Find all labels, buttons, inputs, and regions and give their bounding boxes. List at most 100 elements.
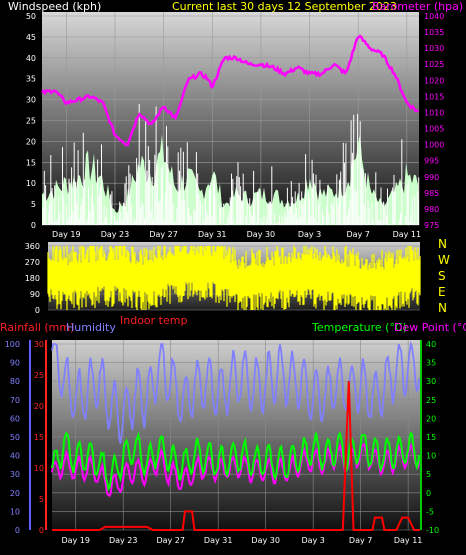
current-title: Current last 30 days 12 September 2023 [172, 0, 397, 13]
temperature-tick-label: -5 [426, 507, 434, 516]
temperature-line [51, 431, 421, 492]
windspeed-series [42, 103, 420, 225]
barometer-ticks: 975 980 985 990 995 1000 1005 1010 1015 1020 1025 1… [424, 12, 444, 230]
x-label: Day 27 [149, 230, 178, 239]
humidity-tick-label: 40 [10, 452, 20, 461]
direction-tick-label: 180 [25, 274, 40, 283]
x-label: Day 3 [298, 230, 321, 239]
windspeed-tick-label: 50 [26, 12, 36, 21]
barometer-title: Barometer (hpa) [372, 0, 463, 13]
x-label: Day 23 [101, 230, 130, 239]
humidity-tick-label: 30 [10, 470, 20, 479]
humidity-line [51, 340, 421, 444]
barometer-tick-label: 1005 [424, 125, 444, 134]
temperature-title: Temperature (°C) [311, 321, 407, 334]
x-label: Day 31 [198, 230, 227, 239]
x-label: Day 30 [247, 230, 276, 239]
compass-label: W [438, 253, 450, 267]
barometer-line [41, 34, 420, 147]
barometer-tick-label: 990 [424, 173, 439, 182]
direction-tick-label: 360 [25, 242, 40, 251]
x-label-bottom: Day 23 [109, 536, 138, 545]
windspeed-tick-label: 45 [26, 33, 36, 42]
x-label-bottom: Day 27 [156, 536, 185, 545]
barometer-tick-label: 1040 [424, 12, 444, 21]
x-label: Day 7 [346, 230, 369, 239]
x-label-bottom: Day 7 [349, 536, 372, 545]
direction-tick-label: 90 [30, 290, 40, 299]
temperature-tick-label: 5 [426, 470, 431, 479]
rainfall-line [52, 381, 420, 531]
barometer-tick-label: 980 [424, 205, 439, 214]
rainfall-tick-label: 15 [34, 433, 44, 442]
windspeed-title: Windspeed (kph) [8, 0, 101, 13]
humidity-tick-label: 100 [5, 340, 20, 349]
humidity-tick-label: 70 [10, 396, 20, 405]
temperature-panel-ticks: 0 10 20 30 40 50 60 70 80 90 100 0 5 10 15 20 25 30 -10 -5 0… [5, 340, 439, 535]
rainfall-tick-label: 25 [34, 371, 44, 380]
compass-label: N [438, 237, 447, 251]
x-label-bottom: Day 30 [251, 536, 280, 545]
x-label: Day 19 [52, 230, 81, 239]
x-axis-labels-bottom: Day 19 Day 23 Day 27 Day 31 Day 30 Day 3 Day 7… [61, 536, 422, 545]
direction-tick-label: 0 [35, 306, 40, 315]
temperature-tick-label: 15 [426, 433, 436, 442]
windspeed-tick-label: 30 [26, 96, 36, 105]
windspeed-tick-label: 10 [26, 179, 36, 188]
x-axis-labels: Day 19 Day 23 Day 27 Day 31 Day 30 Day 3 Day 7… [52, 230, 421, 239]
windspeed-tick-label: 40 [26, 54, 36, 63]
temperature-tick-label: 25 [426, 396, 436, 405]
x-label-bottom: Day 3 [301, 536, 324, 545]
rainfall-tick-label: 30 [34, 340, 44, 349]
barometer-tick-label: 1025 [424, 60, 444, 69]
temperature-tick-label: 10 [426, 452, 436, 461]
temperature-tick-label: -10 [426, 526, 439, 535]
barometer-tick-label: 1010 [424, 108, 444, 117]
humidity-tick-label: 0 [15, 526, 20, 535]
humidity-title: Humidity [66, 321, 116, 334]
barometer-tick-label: 1035 [424, 28, 444, 37]
humidity-tick-label: 80 [10, 377, 20, 386]
compass-label: S [438, 269, 446, 283]
windspeed-tick-label: 25 [26, 117, 36, 126]
x-label-bottom: Day 31 [204, 536, 233, 545]
dewpoint-title: Dew Point (°C) [394, 321, 466, 334]
windspeed-tick-label: 15 [26, 158, 36, 167]
humidity-tick-label: 20 [10, 489, 20, 498]
barometer-tick-label: 975 [424, 221, 439, 230]
humidity-tick-label: 50 [10, 433, 20, 442]
temperature-tick-label: 20 [426, 414, 436, 423]
humidity-tick-label: 90 [10, 359, 20, 368]
barometer-tick-label: 1020 [424, 76, 444, 85]
barometer-tick-label: 1000 [424, 141, 444, 150]
dewpoint-line [51, 443, 421, 498]
windspeed-tick-label: 5 [31, 200, 36, 209]
humidity-tick-label: 60 [10, 414, 20, 423]
temperature-tick-label: 0 [426, 489, 431, 498]
barometer-tick-label: 995 [424, 157, 439, 166]
windspeed-tick-label: 0 [31, 221, 36, 230]
rainfall-tick-label: 20 [34, 402, 44, 411]
direction-tick-label: 270 [25, 258, 40, 267]
direction-ticks: 0 90 180 270 360 [25, 242, 40, 315]
barometer-tick-label: 985 [424, 189, 439, 198]
rainfall-tick-label: 10 [34, 464, 44, 473]
temperature-tick-label: 40 [426, 340, 436, 349]
barometer-tick-label: 1015 [424, 92, 444, 101]
compass-label: N [438, 301, 447, 315]
indoor-temp-title: Indoor temp [120, 314, 187, 327]
humidity-tick-label: 10 [10, 507, 20, 516]
x-label-bottom: Day 19 [61, 536, 90, 545]
x-label: Day 11 [393, 230, 422, 239]
barometer-tick-label: 1030 [424, 44, 444, 53]
wind-direction-series [47, 246, 421, 310]
compass-label: E [438, 285, 446, 299]
windspeed-tick-label: 20 [26, 137, 36, 146]
x-label-bottom: Day 11 [394, 536, 423, 545]
rainfall-tick-label: 5 [39, 495, 44, 504]
temperature-tick-label: 30 [426, 377, 436, 386]
windspeed-ticks: 0 5 10 15 20 25 30 35 40 45 50 [26, 12, 36, 230]
